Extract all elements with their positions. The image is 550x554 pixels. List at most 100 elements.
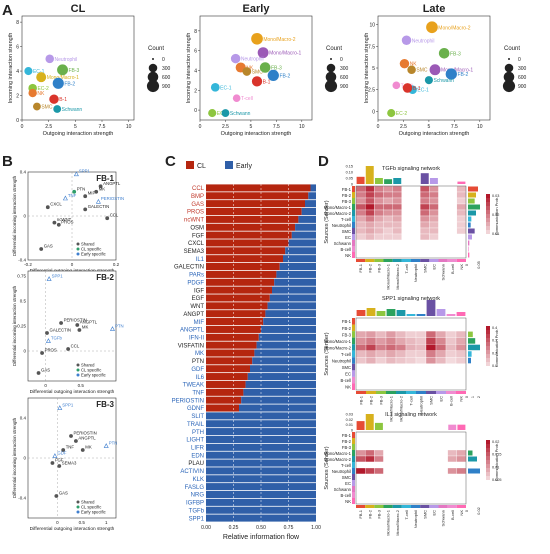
panel-d-legend-tick: 0.02 xyxy=(492,213,499,217)
panel-d-heat-cell xyxy=(365,227,375,235)
panel-c-category-label: PROS xyxy=(187,210,204,216)
panel-d-heat-cell xyxy=(392,455,402,463)
panel-d-heat-cell xyxy=(425,376,437,384)
panel-d-heat-cell xyxy=(429,251,439,259)
panel-d-heat-cell xyxy=(385,344,397,351)
panel-d-heat-cell xyxy=(429,443,439,451)
panel-b-title: FB-1 xyxy=(96,174,114,183)
panel-d-row-label: SMC xyxy=(342,475,351,480)
panel-d-heat-cell xyxy=(395,344,407,351)
panel-d-col-label: EC xyxy=(431,510,436,516)
panel-c-bar-early xyxy=(245,380,316,388)
panel-d-heat-cell xyxy=(401,461,412,469)
panel-b-point-label: ANGPTL xyxy=(103,181,121,186)
panel-d-row-color xyxy=(352,228,355,234)
panel-d-heat-cell xyxy=(375,324,387,332)
panel-d-heat-cell xyxy=(355,437,366,445)
panel-d-col-color xyxy=(438,505,448,508)
panel-d-heat-cell xyxy=(445,324,457,332)
panel-b-point xyxy=(95,198,101,204)
panel-d-heat-cell xyxy=(420,437,430,445)
panel-d-legend-gradient xyxy=(486,358,490,362)
panel-d-legend-gradient xyxy=(486,206,490,210)
panel-c-category-label: IL6 xyxy=(196,375,205,381)
panel-d-col-bar xyxy=(384,179,393,184)
panel-d-legend-gradient xyxy=(486,210,490,214)
panel-d-heat-cell xyxy=(355,461,366,469)
panel-d-col-color xyxy=(365,505,375,508)
panel-d-col-color xyxy=(386,391,396,394)
panel-d-heat-cell xyxy=(355,370,367,378)
panel-d-heat-cell xyxy=(410,197,421,205)
panel-c-category-label: FASLG xyxy=(185,485,205,491)
panel-a-legend-label: 0 xyxy=(518,57,521,63)
panel-c-x-tick-label: 0.75 xyxy=(284,525,294,531)
panel-c-category-label: MK xyxy=(195,351,204,357)
panel-b-point-label: PERIOSTIN xyxy=(101,196,124,201)
panel-b-legend-label: Shared xyxy=(81,500,95,505)
panel-d-col-label: Mono/Macro-2 xyxy=(395,263,400,290)
panel-d-row-bar xyxy=(468,252,470,258)
panel-a-x-axis-label: Outgoing interaction strength xyxy=(221,131,292,137)
panel-c-bar-early xyxy=(206,435,316,443)
panel-b-y-tick-label: 0.4 xyxy=(20,416,27,421)
panel-d-heat-cell xyxy=(456,491,467,499)
panel-d-heat-cell xyxy=(455,324,467,332)
panel-d-heat-cell xyxy=(447,437,457,445)
panel-d-heat-cell xyxy=(438,449,448,457)
panel-a-point-label: EC-1 xyxy=(33,69,45,75)
panel-d-heat-cell xyxy=(401,251,412,259)
panel-d-heat-cell xyxy=(438,251,448,259)
panel-d-heat-cell xyxy=(410,467,421,475)
panel-b-point xyxy=(52,453,58,458)
panel-a-point-label: FB-3 xyxy=(271,66,282,72)
panel-d-heat-cell xyxy=(415,376,427,384)
panel-d-heat-cell xyxy=(429,479,439,487)
panel-c-category-label: ncWNT xyxy=(184,218,204,224)
panel-d-heat-cell xyxy=(401,221,412,229)
panel-d-side-axis-tick: 0 xyxy=(465,510,469,512)
panel-d-heat-cell xyxy=(392,245,402,253)
panel-d-row-color xyxy=(352,198,355,204)
panel-d-heat-cell xyxy=(385,317,397,325)
panel-d-heat-cell xyxy=(445,383,457,391)
panel-a-legend-dot xyxy=(146,79,160,93)
panel-d-row-label: Mono/Macro-2 xyxy=(324,345,352,350)
panel-b-y-tick-label: 0 xyxy=(23,214,26,219)
panel-d-heat-cell xyxy=(429,431,439,439)
panel-d-heat-cell xyxy=(374,479,384,487)
panel-d-row-color xyxy=(352,492,355,498)
panel-d-heat-cell xyxy=(365,233,375,241)
panel-d-heat-cell xyxy=(455,350,467,358)
panel-d-heat-cell xyxy=(355,491,366,499)
panel-d-heat-cell xyxy=(456,221,467,229)
panel-d-col-bar xyxy=(374,422,383,430)
panel-d-heat-cell xyxy=(365,185,375,193)
panel-d-row-label: NK xyxy=(345,499,351,504)
panel-d-row-bar xyxy=(468,338,476,344)
panel-d-row-color xyxy=(352,432,355,438)
panel-d-row-label: EC xyxy=(345,481,351,486)
panel-d-heat-cell xyxy=(383,431,393,439)
panel-d-heat-cell xyxy=(438,227,448,235)
panel-d-col-bar xyxy=(366,308,376,316)
panel-d-heat-cell xyxy=(392,185,402,193)
panel-c-bar-early xyxy=(206,467,316,475)
panel-d-col-color xyxy=(436,391,446,394)
panel-d-heatmap-title: IL1 signaling network xyxy=(385,412,437,418)
panel-d-row-bar xyxy=(468,357,471,364)
panel-d-row-color xyxy=(352,462,355,468)
panel-d-heat-cell xyxy=(392,473,402,481)
panel-a-legend-title: Count xyxy=(504,46,520,52)
panel-c-bar-early xyxy=(298,215,316,223)
panel-a-x-tick-label: 0 xyxy=(377,124,380,130)
panel-d-col-label: FB-2 xyxy=(367,263,372,272)
panel-c-category-label: IGFBP xyxy=(186,501,204,507)
panel-d-heat-cell xyxy=(438,443,448,451)
panel-d-row-label: FB-3 xyxy=(342,445,352,450)
panel-d-heat-cell xyxy=(365,370,377,378)
panel-d-col-label: NK xyxy=(459,510,464,516)
panel-c-category-label: PDGF xyxy=(187,280,204,286)
panel-b-title: FB-3 xyxy=(96,400,114,409)
panel-d-heat-cell xyxy=(365,350,377,358)
